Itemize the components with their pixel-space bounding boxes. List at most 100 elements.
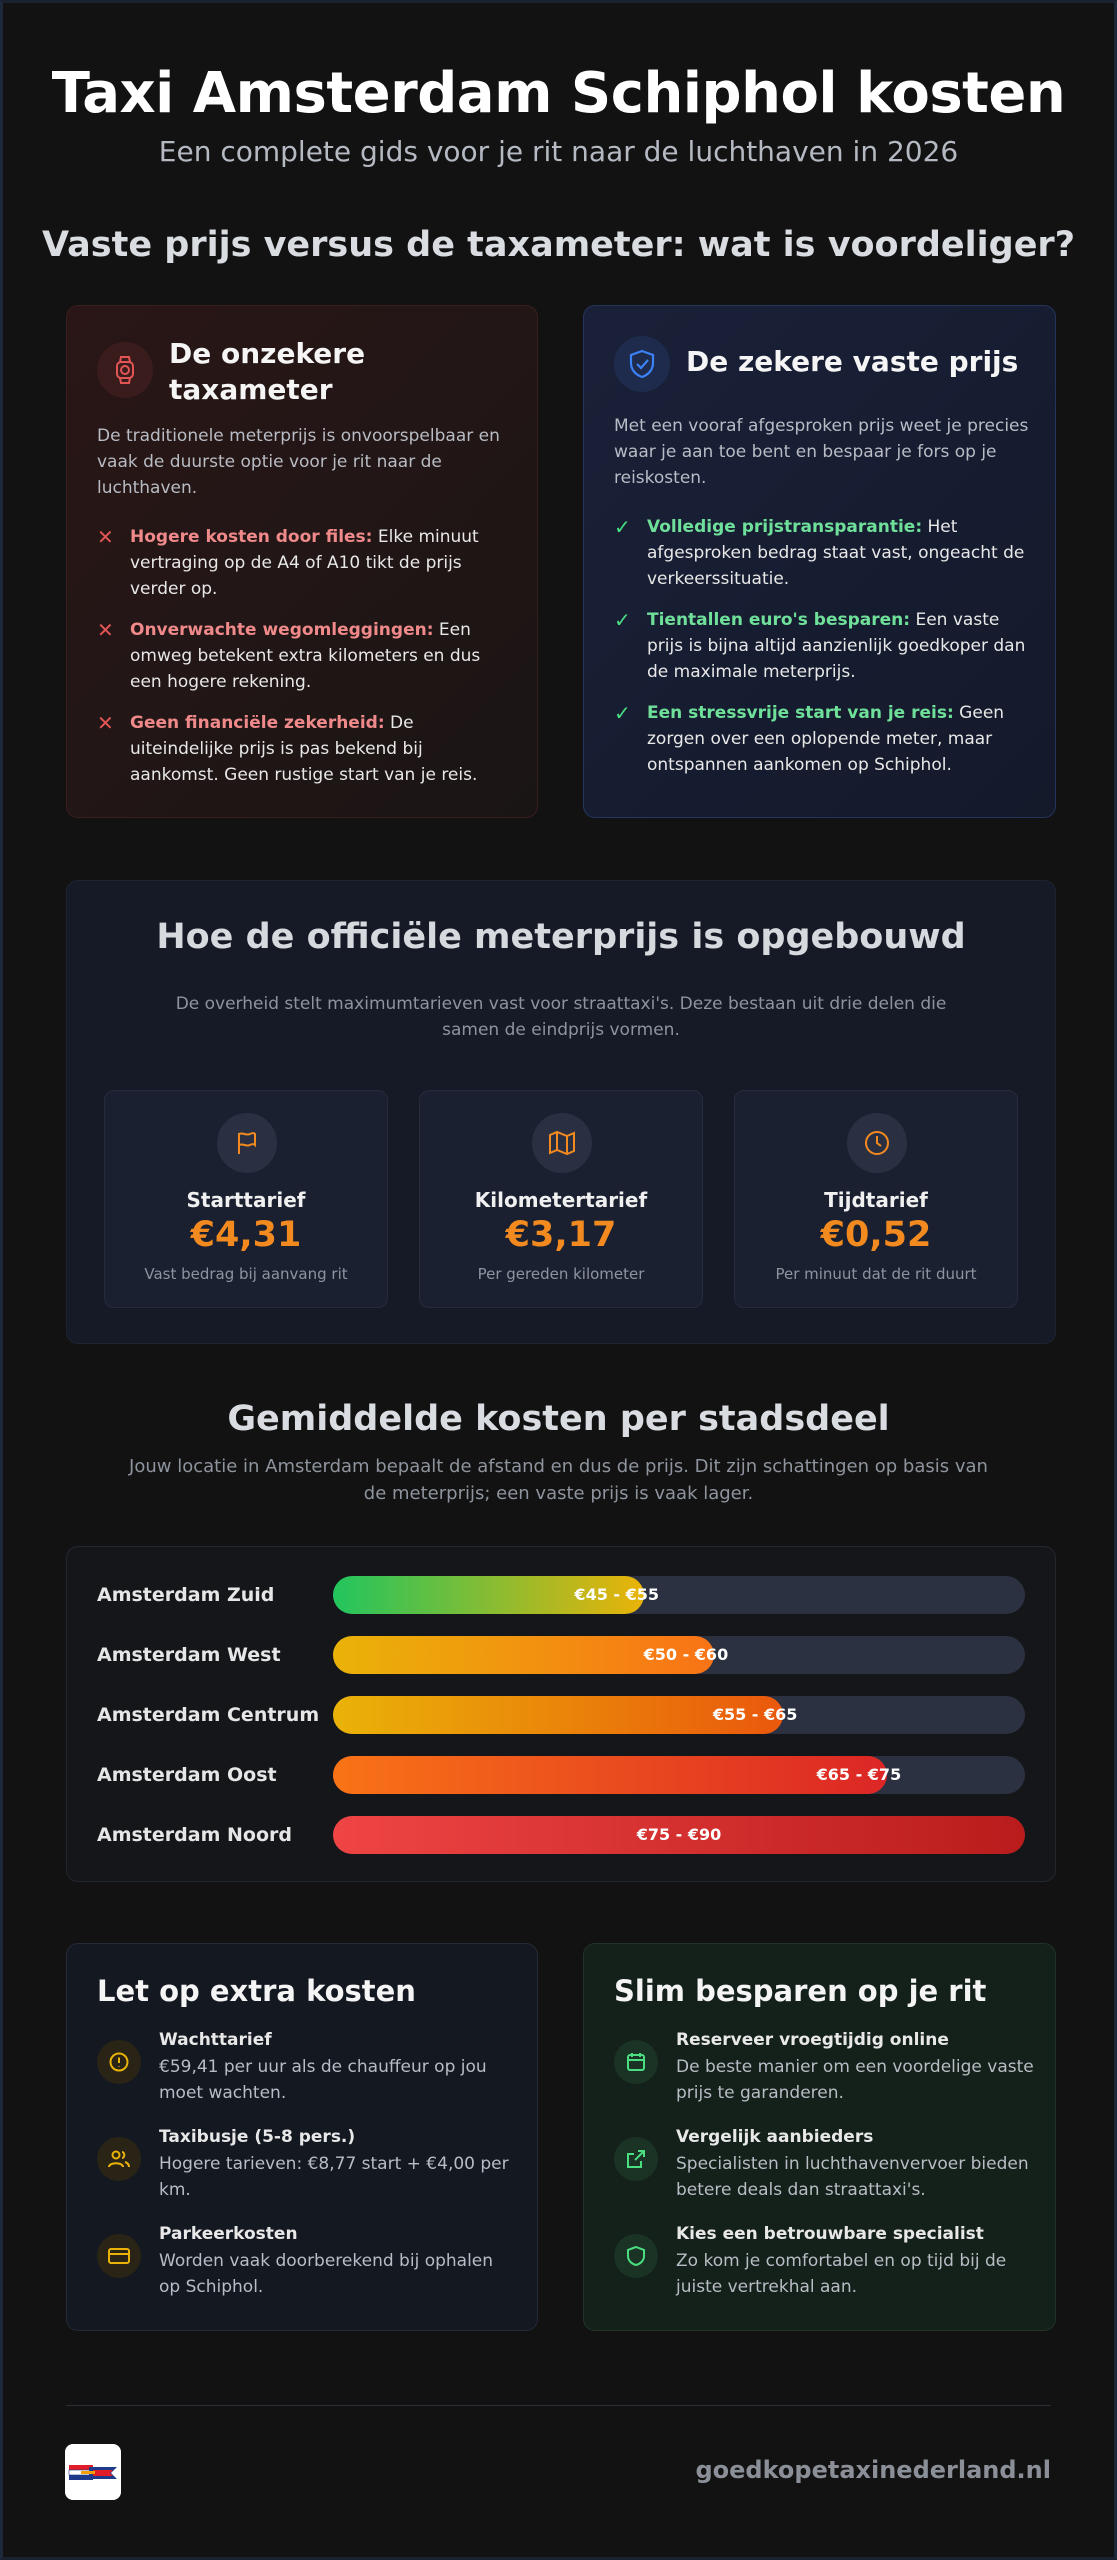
check-icon: ✓ <box>614 515 631 539</box>
shield-icon <box>614 2234 658 2278</box>
tariff-desc: Per gereden kilometer <box>477 1265 645 1283</box>
district-row: Amsterdam West €50 - €60 <box>97 1636 1025 1674</box>
point-bold: Hogere kosten door files: <box>130 527 373 547</box>
brand-logo-icon <box>65 2444 121 2500</box>
extra-cost-desc: Worden vaak doorberekend bij ophalen op … <box>159 2251 494 2297</box>
district-bar-fill <box>333 1696 783 1734</box>
point-bold: Onverwachte wegomleggingen: <box>130 620 434 640</box>
extra-cost-item: Taxibusje (5-8 pers.) Hogere tarieven: €… <box>97 2125 517 2203</box>
saving-item: Vergelijk aanbieders Specialisten in luc… <box>614 2125 1035 2203</box>
district-name: Amsterdam West <box>97 1644 281 1666</box>
point-bold: Een stressvrije start van je reis: <box>647 703 954 723</box>
flag-icon <box>217 1113 277 1173</box>
extra-costs-title: Let op extra kosten <box>97 1974 416 2008</box>
tariff-desc: Per minuut dat de rit duurt <box>775 1265 977 1283</box>
point-text: Het afgesproken bedrag staat vast, ongea… <box>647 517 1025 589</box>
saving-desc: Zo kom je comfortabel en op tijd bij de … <box>676 2251 1007 2297</box>
point-text: De uiteindelijke prijs is pas bekend bij… <box>130 713 478 785</box>
saving-item: Reserveer vroegtijdig online De beste ma… <box>614 2028 1035 2106</box>
saving-title: Vergelijk aanbieders <box>676 2127 874 2147</box>
page-subtitle: Een complete gids voor je rit naar de lu… <box>158 135 959 168</box>
map-icon <box>532 1113 592 1173</box>
district-row: Amsterdam Zuid €45 - €55 <box>97 1576 1025 1614</box>
district-bar-track: €75 - €90 <box>333 1816 1025 1854</box>
savings-card: Slim besparen op je rit Reserveer vroegt… <box>583 1943 1056 2331</box>
district-bar-track: €45 - €55 <box>333 1576 1025 1614</box>
x-mark-icon: ✕ <box>97 618 114 642</box>
district-range: €55 - €65 <box>712 1705 798 1724</box>
page-title: Taxi Amsterdam Schiphol kosten <box>51 61 1066 126</box>
extra-costs-card: Let op extra kosten Wachttarief €59,41 p… <box>66 1943 538 2331</box>
district-range: €75 - €90 <box>636 1825 722 1844</box>
extra-cost-desc: Hogere tarieven: €8,77 start + €4,00 per… <box>159 2154 509 2200</box>
fixed-point: ✓ Tientallen euro's besparen: Een vaste … <box>614 607 1034 685</box>
point-text: Een omweg betekent extra kilometers en d… <box>130 620 481 692</box>
fixed-card-heading: De zekere vaste prijs <box>686 345 1019 378</box>
district-row: Amsterdam Centrum €55 - €65 <box>97 1696 1025 1734</box>
footer-divider <box>66 2405 1051 2406</box>
comparison-title: Vaste prijs versus de taxameter: wat is … <box>41 225 1075 265</box>
saving-title: Kies een betrouwbare specialist <box>676 2224 984 2244</box>
meter-card: De onzekere taxameter De traditionele me… <box>66 305 538 818</box>
saving-title: Reserveer vroegtijdig online <box>676 2030 949 2050</box>
point-bold: Tientallen euro's besparen: <box>647 610 911 630</box>
calendar-icon <box>614 2040 658 2084</box>
extra-cost-desc: €59,41 per uur als de chauffeur op jou m… <box>159 2057 487 2103</box>
district-bar-fill <box>333 1756 887 1794</box>
check-icon: ✓ <box>614 701 631 725</box>
x-mark-icon: ✕ <box>97 711 114 735</box>
external-link-icon <box>614 2137 658 2181</box>
taxi-meter-icon <box>97 342 153 398</box>
fixed-point: ✓ Volledige prijstransparantie: Het afge… <box>614 514 1034 592</box>
meter-price-description: De overheid stelt maximumtarieven vast v… <box>175 994 947 1040</box>
meter-point: ✕ Onverwachte wegomleggingen: Een omweg … <box>97 617 512 695</box>
check-icon: ✓ <box>614 608 631 632</box>
fixed-point: ✓ Een stressvrije start van je reis: Gee… <box>614 700 1034 778</box>
tariff-name: Kilometertarief <box>474 1188 648 1212</box>
district-range: €65 - €75 <box>816 1765 902 1784</box>
district-row: Amsterdam Noord €75 - €90 <box>97 1816 1025 1854</box>
x-mark-icon: ✕ <box>97 525 114 549</box>
tariff-card-km: Kilometertarief €3,17 Per gereden kilome… <box>419 1090 703 1308</box>
alert-icon <box>97 2040 141 2084</box>
saving-item: Kies een betrouwbare specialist Zo kom j… <box>614 2222 1035 2300</box>
meter-price-title: Hoe de officiële meterprijs is opgebouwd <box>156 917 966 957</box>
point-text: Geen zorgen over een oplopende meter, ma… <box>647 703 1005 775</box>
district-bar-fill <box>333 1636 714 1674</box>
users-icon <box>97 2137 141 2181</box>
extra-cost-item: Parkeerkosten Worden vaak doorberekend b… <box>97 2222 517 2300</box>
fixed-card-intro: Met een vooraf afgesproken prijs weet je… <box>614 416 1029 488</box>
meter-point: ✕ Hogere kosten door files: Elke minuut … <box>97 524 512 602</box>
district-name: Amsterdam Oost <box>97 1764 277 1786</box>
district-range: €45 - €55 <box>574 1585 660 1604</box>
district-name: Amsterdam Centrum <box>97 1704 320 1726</box>
meter-point: ✕ Geen financiële zekerheid: De uiteinde… <box>97 710 512 788</box>
districts-description: Jouw locatie in Amsterdam bepaalt de afs… <box>129 1456 988 1504</box>
tariff-card-start: Starttarief €4,31 Vast bedrag bij aanvan… <box>104 1090 388 1308</box>
point-text: Een vaste prijs is bijna altijd aanzienl… <box>647 610 1026 682</box>
tariff-price: €4,31 <box>190 1215 302 1255</box>
district-bar-track: €55 - €65 <box>333 1696 1025 1734</box>
point-bold: Volledige prijstransparantie: <box>647 517 923 537</box>
clock-icon <box>847 1113 907 1173</box>
tariff-price: €3,17 <box>505 1215 617 1255</box>
district-name: Amsterdam Noord <box>97 1824 292 1846</box>
fixed-price-card: De zekere vaste prijs Met een vooraf afg… <box>583 305 1056 818</box>
extra-cost-title: Wachttarief <box>159 2030 272 2050</box>
district-row: Amsterdam Oost €65 - €75 <box>97 1756 1025 1794</box>
saving-desc: Specialisten in luchthavenvervoer bieden… <box>676 2154 1029 2200</box>
tariff-name: Tijdtarief <box>824 1188 928 1212</box>
tariff-card-time: Tijdtarief €0,52 Per minuut dat de rit d… <box>734 1090 1018 1308</box>
district-range: €50 - €60 <box>643 1645 729 1664</box>
savings-title: Slim besparen op je rit <box>614 1974 987 2008</box>
meter-card-heading: De onzekere taxameter <box>169 337 366 406</box>
district-bar-track: €50 - €60 <box>333 1636 1025 1674</box>
tariff-desc: Vast bedrag bij aanvang rit <box>144 1265 348 1283</box>
tariff-name: Starttarief <box>186 1188 306 1212</box>
district-bar-fill <box>333 1816 1025 1854</box>
card-icon <box>97 2234 141 2278</box>
tariff-price: €0,52 <box>820 1215 932 1255</box>
saving-desc: De beste manier om een voordelige vaste … <box>676 2057 1034 2103</box>
point-text: Elke minuut vertraging op de A4 of A10 t… <box>130 527 479 599</box>
